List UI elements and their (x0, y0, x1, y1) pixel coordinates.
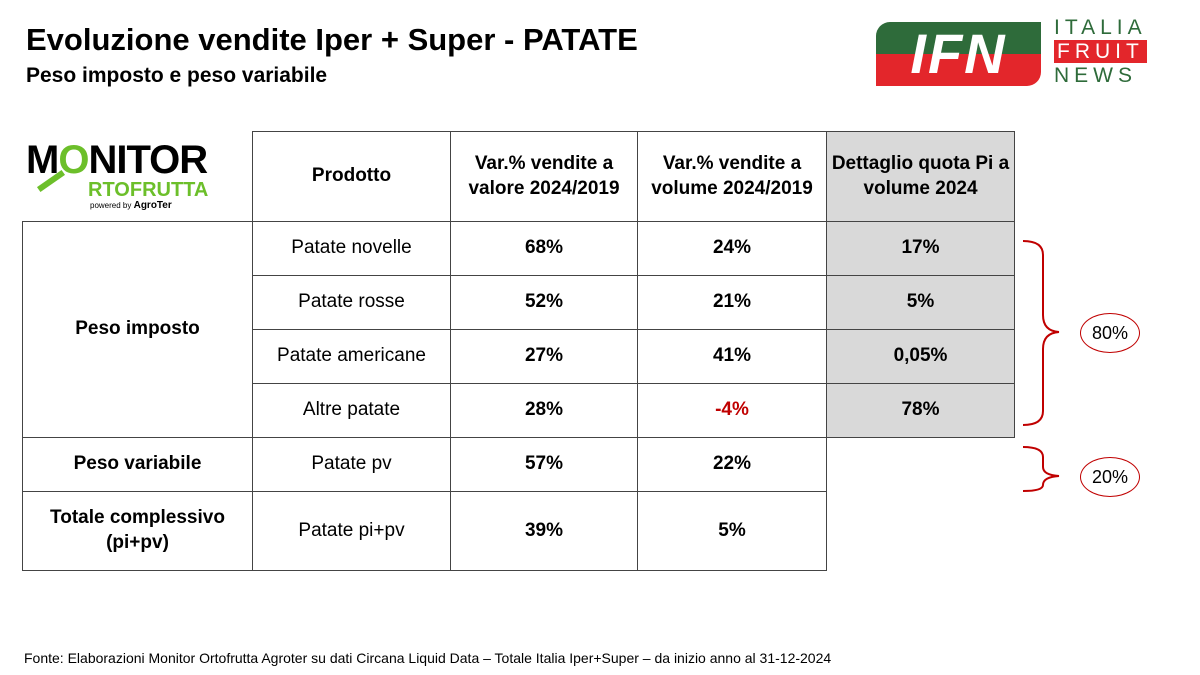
group-peso-variabile: Peso variabile (22, 437, 253, 492)
volume-cell: -4% (637, 383, 827, 438)
header-prodotto: Prodotto (252, 131, 451, 222)
quota-cell: 78% (826, 383, 1015, 438)
group-peso-imposto: Peso imposto (22, 221, 253, 438)
page-title: Evoluzione vendite Iper + Super - PATATE (26, 22, 638, 57)
product-cell: Patate pi+pv (252, 491, 451, 571)
valore-cell: 27% (450, 329, 638, 384)
header-valore: Var.% vendite a valore 2024/2019 (450, 131, 638, 222)
volume-cell: 24% (637, 221, 827, 276)
product-cell: Patate pv (252, 437, 451, 492)
source-footer: Fonte: Elaborazioni Monitor Ortofrutta A… (24, 650, 832, 666)
valore-cell: 57% (450, 437, 638, 492)
quota-cell: 17% (826, 221, 1015, 276)
curly-bracket-icon (1022, 240, 1060, 492)
quota-cell: 5% (826, 275, 1015, 330)
header-volume: Var.% vendite a volume 2024/2019 (637, 131, 827, 222)
volume-cell: 21% (637, 275, 827, 330)
bracket-label-80: 80% (1080, 313, 1140, 353)
header-quota: Dettaglio quota Pi a volume 2024 (826, 131, 1015, 222)
product-cell: Altre patate (252, 383, 451, 438)
product-cell: Patate rosse (252, 275, 451, 330)
valore-cell: 39% (450, 491, 638, 571)
monitor-ortofrutta-logo: MONITOR RTOFRUTTA powered by AgroTer (26, 138, 209, 211)
group-totale: Totale complessivo (pi+pv) (22, 491, 253, 571)
valore-cell: 68% (450, 221, 638, 276)
volume-cell: 22% (637, 437, 827, 492)
page-subtitle: Peso imposto e peso variabile (26, 64, 328, 87)
volume-cell: 41% (637, 329, 827, 384)
valore-cell: 28% (450, 383, 638, 438)
bracket-label-20: 20% (1080, 457, 1140, 497)
quota-cell: 0,05% (826, 329, 1015, 384)
valore-cell: 52% (450, 275, 638, 330)
volume-cell: 5% (637, 491, 827, 571)
product-cell: Patate novelle (252, 221, 451, 276)
product-cell: Patate americane (252, 329, 451, 384)
ifn-logo: IFN ITALIA FRUIT NEWS (876, 16, 1166, 90)
